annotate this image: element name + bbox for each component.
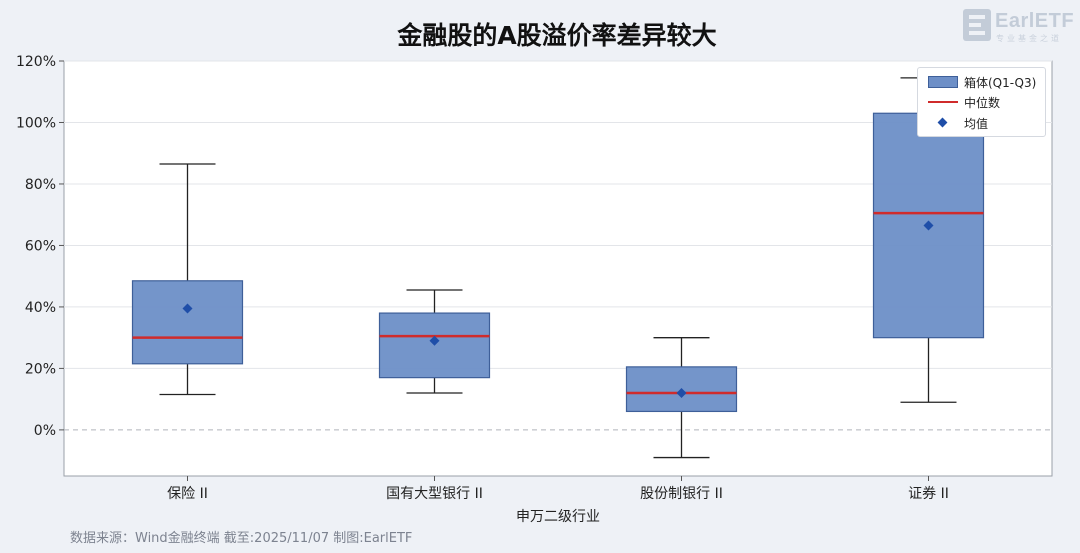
x-axis-title: 申万二级行业 (516, 509, 600, 525)
legend-item-median: 中位数 (924, 93, 1042, 111)
x-tick-label: 证券 II (908, 486, 949, 502)
legend-box-label: 箱体(Q1-Q3) (964, 76, 1037, 90)
median-swatch (928, 101, 958, 103)
mean-marker (923, 220, 934, 231)
y-tick-label: 40% (25, 300, 56, 316)
earletf-logo: EarlETF 专业基金之道 (962, 8, 1074, 44)
y-tick-label: 80% (25, 177, 56, 193)
legend-item-mean: 均值 (924, 114, 1042, 132)
mean-swatch-icon (937, 117, 948, 128)
logo-text: EarlETF (995, 10, 1075, 32)
legend-median-label: 中位数 (964, 96, 1001, 110)
legend-mean-label: 均值 (964, 117, 989, 131)
mean-marker (182, 303, 193, 314)
box-swatch (928, 76, 958, 88)
logo-mark-icon (963, 9, 991, 41)
x-tick-label: 股份制银行 II (640, 486, 723, 502)
y-tick-label: 20% (25, 361, 56, 377)
iqr-box (131, 280, 244, 365)
mean-marker (429, 335, 440, 346)
y-tick-label: 0% (34, 423, 56, 439)
source-footnote: 数据来源：Wind金融终端 截至:2025/11/07 制图:EarlETF (70, 531, 413, 546)
legend-item-box: 箱体(Q1-Q3) (924, 73, 1042, 91)
x-tick-label: 国有大型银行 II (386, 486, 483, 502)
y-tick-label: 60% (25, 238, 56, 254)
y-tick-label: 100% (16, 115, 56, 131)
legend: 箱体(Q1-Q3) 中位数 均值 (917, 67, 1046, 137)
x-tick-label: 保险 II (167, 486, 208, 502)
chart-title: 金融股的A股溢价率差异较大 (397, 21, 717, 50)
y-tick-label: 120% (16, 54, 56, 70)
mean-marker (676, 388, 687, 398)
logo-subtitle: 专业基金之道 (996, 34, 1062, 43)
